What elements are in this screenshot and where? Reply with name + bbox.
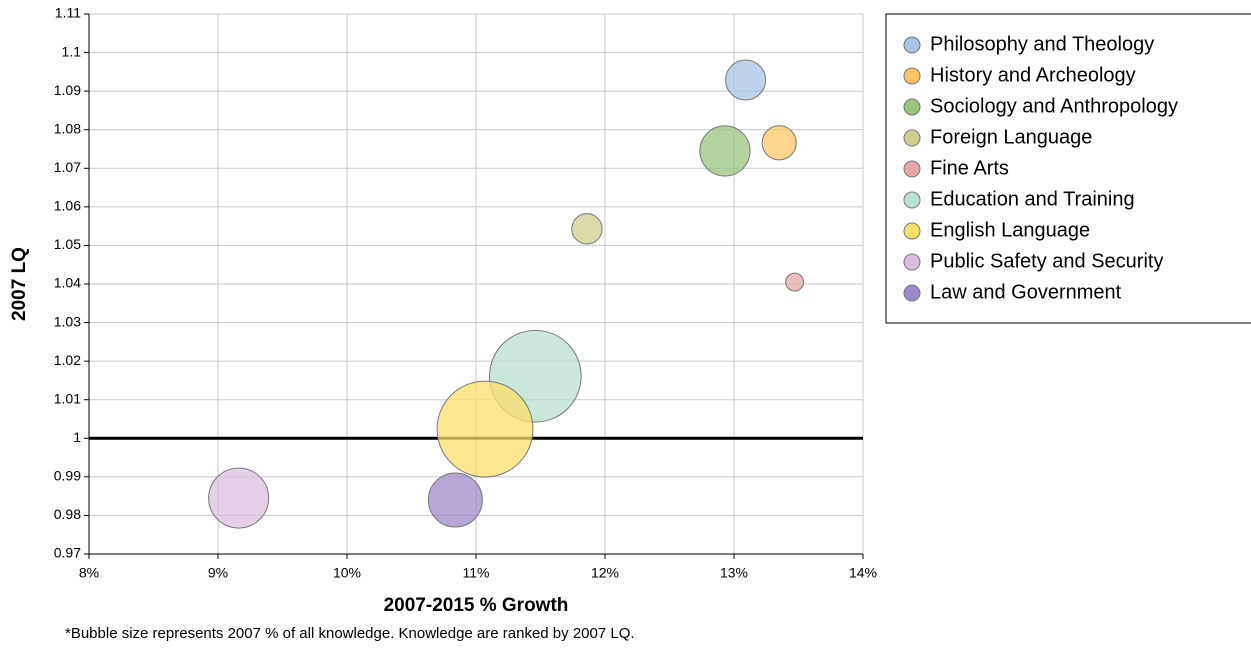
footnote: *Bubble size represents 2007 % of all kn… <box>65 625 635 642</box>
y-axis-title: 2007 LQ <box>9 247 30 321</box>
bubble <box>571 213 603 245</box>
legend-swatch <box>903 160 921 178</box>
bubble <box>761 125 797 161</box>
bubble <box>785 272 805 292</box>
y-tick-label: 1.03 <box>54 313 81 329</box>
x-tick-label: 12% <box>591 565 619 581</box>
legend-swatch <box>903 191 921 209</box>
legend-swatch <box>903 222 921 240</box>
legend-label: Fine Arts <box>930 157 1009 179</box>
y-tick-label: 0.98 <box>54 506 81 522</box>
y-tick-label: 1.08 <box>54 120 81 136</box>
legend-swatch <box>903 98 921 116</box>
y-tick-label: 0.99 <box>54 468 81 484</box>
y-tick-label: 1.01 <box>54 390 81 406</box>
legend-swatch <box>903 253 921 271</box>
legend-swatch <box>903 284 921 302</box>
x-tick-label: 10% <box>333 565 361 581</box>
bubble <box>208 467 270 529</box>
y-tick-label: 1.07 <box>54 159 81 175</box>
legend-label: Philosophy and Theology <box>930 33 1154 55</box>
x-tick-label: 8% <box>79 565 99 581</box>
legend-swatch <box>903 129 921 147</box>
y-tick-label: 1.09 <box>54 82 81 98</box>
x-tick-label: 11% <box>463 565 490 581</box>
legend-label: Public Safety and Security <box>930 250 1163 272</box>
legend-label: History and Archeology <box>930 64 1136 86</box>
legend-label: Foreign Language <box>930 126 1092 148</box>
y-tick-label: 1.06 <box>54 198 81 214</box>
x-tick-label: 9% <box>208 565 228 581</box>
bubble <box>436 380 534 478</box>
legend-label: Education and Training <box>930 188 1135 210</box>
y-tick-label: 1.04 <box>54 275 81 291</box>
y-tick-label: 1.1 <box>62 43 82 59</box>
legend-label: Law and Government <box>930 281 1122 303</box>
legend-box <box>885 13 1251 324</box>
y-tick-label: 1.11 <box>55 5 81 21</box>
bubble <box>725 59 767 101</box>
legend-label: Sociology and Anthropology <box>930 95 1178 117</box>
x-tick-label: 14% <box>849 565 877 581</box>
legend-label: English Language <box>930 219 1090 241</box>
x-tick-label: 13% <box>720 565 748 581</box>
y-tick-label: 1.02 <box>54 352 81 368</box>
y-tick-label: 1 <box>73 429 81 445</box>
y-tick-label: 0.97 <box>54 545 81 561</box>
x-axis-title: 2007-2015 % Growth <box>384 595 569 616</box>
y-tick-label: 1.05 <box>54 236 81 252</box>
legend-swatch <box>903 67 921 85</box>
bubble <box>699 125 751 177</box>
legend-swatch <box>903 36 921 54</box>
bubble <box>427 472 483 528</box>
